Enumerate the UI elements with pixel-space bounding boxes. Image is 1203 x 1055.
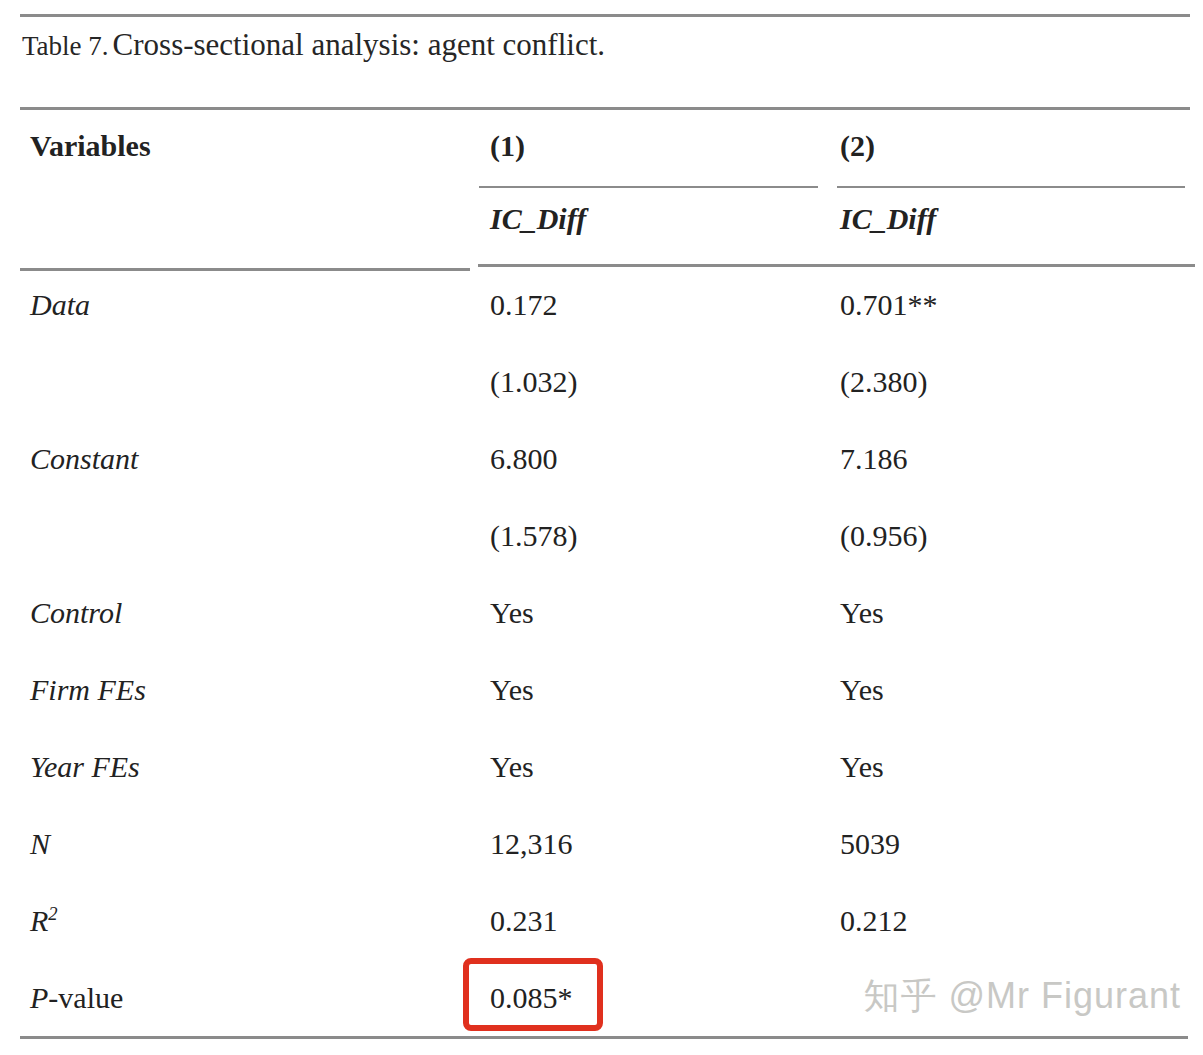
cell-col1: 0.231 bbox=[490, 904, 840, 938]
row-label: Year FEs bbox=[30, 749, 490, 784]
cell-col1: 6.800 bbox=[490, 442, 840, 476]
table-row: Data 0.172 0.701** bbox=[0, 266, 1203, 343]
row-label-r-squared: R2 bbox=[30, 903, 490, 938]
table-row: (1.032) (2.380) bbox=[0, 343, 1203, 420]
table-row: N 12,316 5039 bbox=[0, 805, 1203, 882]
table-row: Year FEs Yes Yes bbox=[0, 728, 1203, 805]
paper-table-page: Table 7. Cross-sectional analysis: agent… bbox=[0, 0, 1203, 1055]
row-label: Constant bbox=[30, 441, 490, 476]
cell-col2: (0.956) bbox=[840, 519, 1203, 553]
r-squared-superscript: 2 bbox=[48, 903, 57, 924]
cell-col1: Yes bbox=[490, 596, 840, 630]
table-number: Table 7. bbox=[22, 31, 109, 61]
cell-col2: 5039 bbox=[840, 827, 1203, 861]
row-label: Firm FEs bbox=[30, 672, 490, 707]
table-row: Constant 6.800 7.186 bbox=[0, 420, 1203, 497]
watermark: 知乎 @Mr Figurant bbox=[863, 972, 1181, 1021]
cell-col2: 7.186 bbox=[840, 442, 1203, 476]
column-header-1: (1) bbox=[490, 129, 525, 163]
table-body: Data 0.172 0.701** (1.032) (2.380) Const… bbox=[0, 266, 1203, 1036]
cell-col1: Yes bbox=[490, 750, 840, 784]
cell-col1: (1.578) bbox=[490, 519, 840, 553]
dependent-var-rule-1 bbox=[479, 186, 818, 188]
table-row: (1.578) (0.956) bbox=[0, 497, 1203, 574]
column-header-variables: Variables bbox=[30, 129, 151, 163]
dependent-var-label-1: IC_Diff bbox=[490, 202, 586, 236]
row-label-p-value: P-value bbox=[30, 980, 490, 1015]
table-row: R2 0.231 0.212 bbox=[0, 882, 1203, 959]
dependent-var-label-2: IC_Diff bbox=[840, 202, 936, 236]
cell-col1: Yes bbox=[490, 673, 840, 707]
cell-col1: (1.032) bbox=[490, 365, 840, 399]
cell-col2: (2.380) bbox=[840, 365, 1203, 399]
cell-col2: Yes bbox=[840, 750, 1203, 784]
cell-col1: 12,316 bbox=[490, 827, 840, 861]
table-top-rule bbox=[20, 14, 1190, 17]
row-label: Data bbox=[30, 287, 490, 322]
table-caption: Table 7. Cross-sectional analysis: agent… bbox=[22, 27, 605, 63]
row-label: N bbox=[30, 826, 490, 861]
column-header-2: (2) bbox=[840, 129, 875, 163]
table-row: Firm FEs Yes Yes bbox=[0, 651, 1203, 728]
caption-separator-rule bbox=[20, 107, 1190, 110]
cell-col1-highlighted-value: 0.085* bbox=[490, 981, 840, 1015]
cell-col2: Yes bbox=[840, 596, 1203, 630]
cell-col2: Yes bbox=[840, 673, 1203, 707]
table-title-text: Cross-sectional analysis: agent conflict… bbox=[113, 27, 605, 62]
table-row: Control Yes Yes bbox=[0, 574, 1203, 651]
table-bottom-rule bbox=[20, 1036, 1188, 1039]
dependent-var-rule-2 bbox=[837, 186, 1185, 188]
cell-col1: 0.172 bbox=[490, 288, 840, 322]
row-label: Control bbox=[30, 595, 490, 630]
cell-col2: 0.212 bbox=[840, 904, 1203, 938]
cell-col2: 0.701** bbox=[840, 288, 1203, 322]
